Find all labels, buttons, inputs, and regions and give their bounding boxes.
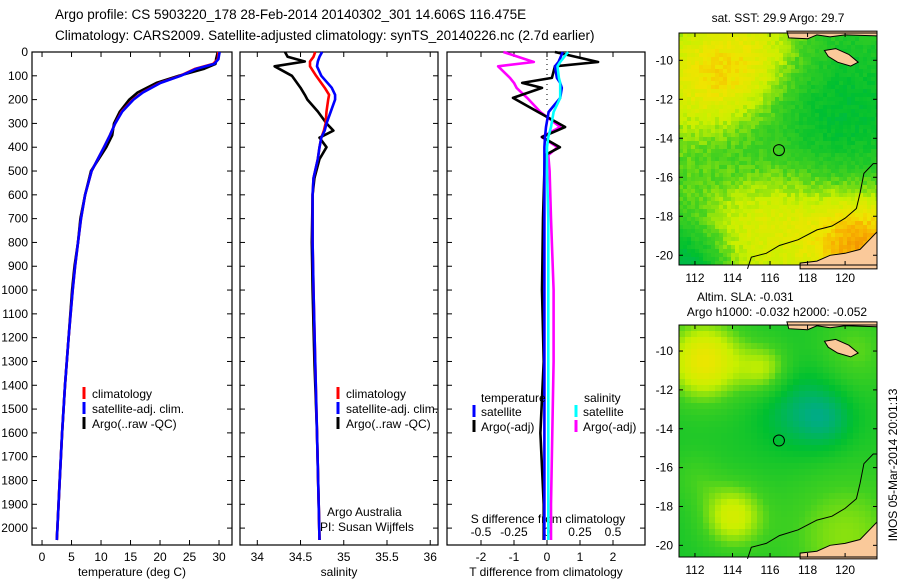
x-tick-label: 35 xyxy=(337,550,351,564)
x2-tick-label: -0.25 xyxy=(500,525,528,539)
series-line-satellite xyxy=(545,51,570,540)
y-tick-label: 1200 xyxy=(1,331,28,345)
x-tick-label: 34.5 xyxy=(289,550,313,564)
y-tick-label: 1000 xyxy=(1,283,28,297)
legend-label: Argo(..raw -QC) xyxy=(346,417,431,431)
legend-label: Argo(-adj) xyxy=(583,420,636,434)
legend-label: Argo(-adj) xyxy=(481,420,534,434)
series-line-argo-adj- xyxy=(511,50,600,540)
y-tick-label: 100 xyxy=(8,69,28,83)
x-tick-label: 30 xyxy=(212,550,226,564)
y-tick-label: 1400 xyxy=(1,378,28,392)
x-tick-label: 15 xyxy=(124,550,138,564)
imos-timestamp: IMOS 05-Mar-2014 20:01:13 xyxy=(886,388,900,542)
y-tick-label: 900 xyxy=(8,259,28,273)
annotation-pi: PI: Susan Wijffels xyxy=(320,520,414,534)
series-line-argo-raw-qc- xyxy=(55,51,220,541)
plot-frame xyxy=(31,51,233,546)
legend-label: satellite-adj. clim. xyxy=(92,402,184,416)
x2-tick-label: -0.5 xyxy=(471,525,492,539)
y-tick-label: 400 xyxy=(8,140,28,154)
series-line-satellite-adj-clim- xyxy=(311,51,337,541)
profile-panel-2: -2 -1 0 1 2T difference from climatology -0.5… xyxy=(446,50,646,579)
x-tick-label: 0 xyxy=(39,550,46,564)
y-tick-label: 1100 xyxy=(2,307,28,321)
y-tick-label: 500 xyxy=(8,164,28,178)
y-tick-label: 800 xyxy=(8,235,28,249)
y-tick-label: 1700 xyxy=(1,450,28,464)
profile-panel-0: 0100200300400500600700800900100011001200… xyxy=(1,45,233,579)
x-tick-label: -1 xyxy=(509,550,520,564)
y-tick-label: 0 xyxy=(21,45,28,59)
y-tick-label: 1800 xyxy=(1,473,28,487)
legend-header: temperature xyxy=(481,391,546,405)
x-tick-label: 35.5 xyxy=(375,550,399,564)
legend-label: climatology xyxy=(92,387,152,401)
x-axis-label: temperature (deg C) xyxy=(78,565,186,579)
x-tick-label: 36 xyxy=(424,550,438,564)
x2-tick-label: 0.25 xyxy=(568,525,592,539)
profile-panel-1: 34 34.5 35 35.5 36 salinity climatologysatelli… xyxy=(239,51,439,579)
y-tick-label: 700 xyxy=(8,212,28,226)
legend-label: satellite-adj. clim. xyxy=(346,402,438,416)
plot-frame xyxy=(239,51,439,546)
y-tick-label: 1900 xyxy=(1,497,28,511)
y-tick-label: 2000 xyxy=(1,521,28,535)
y-tick-label: 200 xyxy=(8,93,28,107)
x-tick-label: 25 xyxy=(183,550,197,564)
legend-label: satellite xyxy=(481,405,522,419)
legend-label: climatology xyxy=(346,387,406,401)
x-tick-label: 34 xyxy=(251,550,265,564)
legend-label: Argo(..raw -QC) xyxy=(92,417,177,431)
x-axis-label: T difference from climatology xyxy=(469,565,623,579)
plot-frame xyxy=(446,51,646,546)
x-tick-label: -2 xyxy=(476,550,487,564)
y-tick-label: 300 xyxy=(8,116,28,130)
figure-title-line1: Argo profile: CS 5903220_178 28-Feb-2014… xyxy=(55,7,527,22)
legend-label: satellite xyxy=(583,405,624,419)
x-tick-label: 1 xyxy=(577,550,584,564)
y-tick-label: 600 xyxy=(8,188,28,202)
figure-title-line2: Climatology: CARS2009. Satellite-adjuste… xyxy=(55,28,595,43)
y-tick-label: 1300 xyxy=(1,354,28,368)
y-tick-label: 1500 xyxy=(1,402,28,416)
series-line-climatology xyxy=(55,51,220,541)
y-tick-label: 1600 xyxy=(1,426,28,440)
x-tick-label: 10 xyxy=(94,550,108,564)
x-axis-label: salinity xyxy=(321,565,358,579)
legend-header: salinity xyxy=(584,391,621,405)
x-tick-label: 5 xyxy=(68,550,75,564)
sst-map-canvas xyxy=(679,33,877,265)
annotation-institution: Argo Australia xyxy=(327,505,402,519)
x-tick-label: 2 xyxy=(610,550,617,564)
x-tick-label: 0 xyxy=(544,550,551,564)
series-line-satellite xyxy=(543,51,564,540)
series-line-satellite-adj-clim- xyxy=(55,51,221,541)
x-tick-label: 20 xyxy=(153,550,167,564)
x2-tick-label: 0.5 xyxy=(605,525,622,539)
sla-map-canvas xyxy=(679,325,877,557)
